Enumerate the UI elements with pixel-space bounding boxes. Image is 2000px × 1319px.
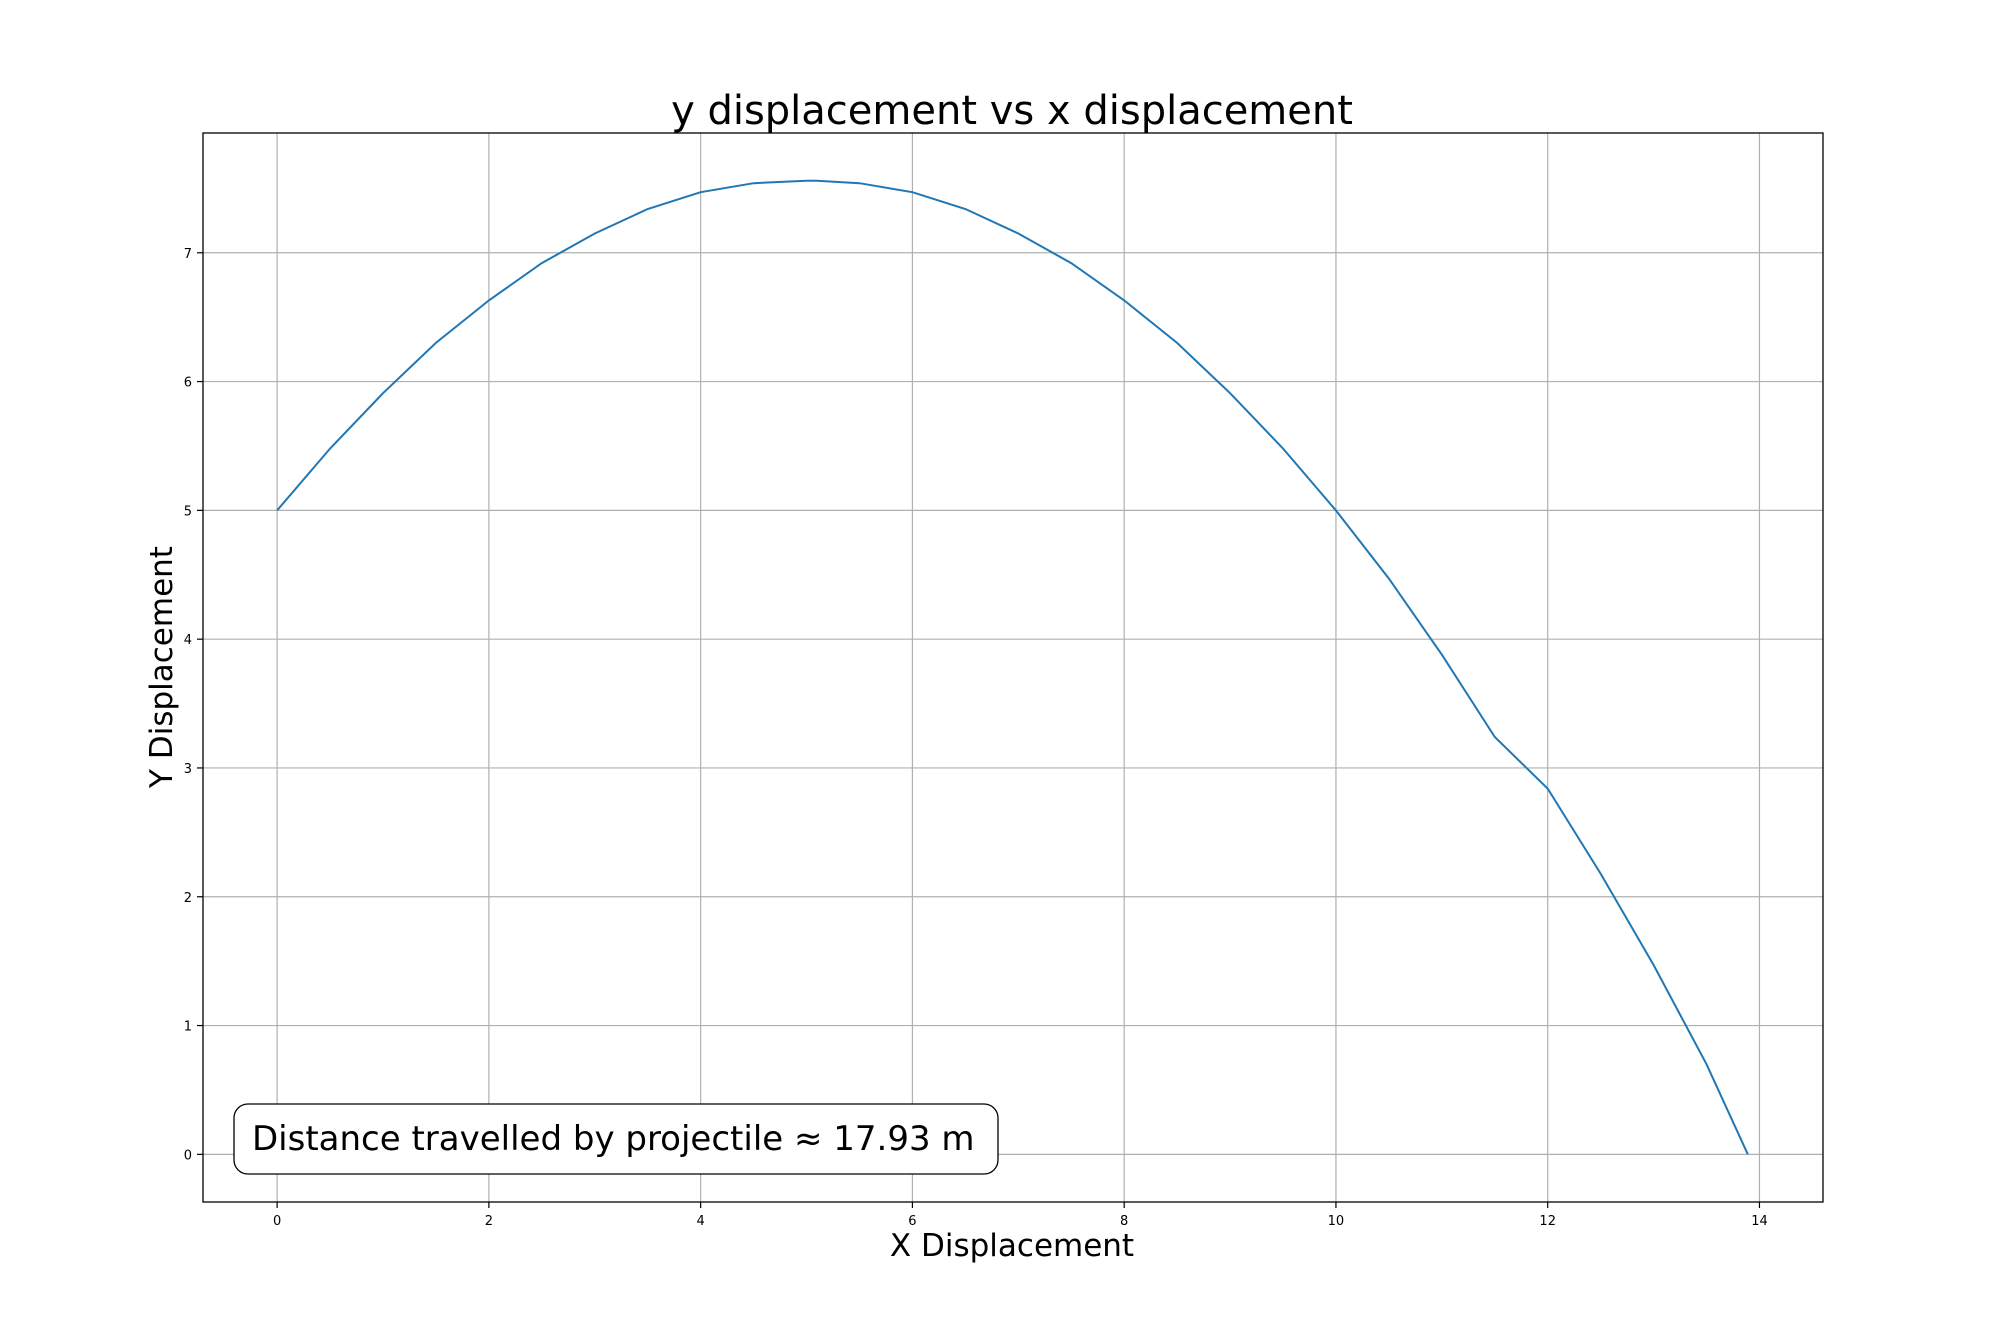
x-axis-label: X Displacement	[890, 1228, 1134, 1264]
x-tick-label: 8	[1120, 1214, 1128, 1229]
x-tick-label: 6	[908, 1214, 916, 1229]
annotation: Distance travelled by projectile ≈ 17.93…	[233, 1103, 999, 1175]
x-tick-label: 0	[273, 1214, 281, 1229]
series	[276, 179, 1749, 1155]
annotation-box	[233, 1103, 999, 1175]
x-tick-label: 14	[1751, 1214, 1768, 1229]
y-tick-label: 5	[184, 504, 192, 519]
y-tick-label: 3	[184, 762, 192, 777]
x-tick-label: 10	[1328, 1214, 1345, 1229]
x-tick-label: 12	[1539, 1214, 1556, 1229]
annotation-text: Distance travelled by projectile ≈ 17.93…	[252, 1119, 975, 1159]
y-tick-label: 6	[184, 376, 192, 391]
x-tick-label: 4	[697, 1214, 705, 1229]
series-line	[276, 179, 1749, 1155]
x-tick-label: 2	[485, 1214, 493, 1229]
plot-frame	[202, 132, 1824, 1203]
grid	[203, 133, 1823, 1202]
y-tick-label: 1	[184, 1020, 192, 1035]
y-tick-label: 2	[184, 891, 192, 906]
y-tick-label: 0	[184, 1148, 192, 1163]
y-tick-label: 7	[184, 247, 192, 262]
chart-title: y displacement vs x displacement	[671, 88, 1353, 134]
y-tick-label: 4	[184, 633, 192, 648]
y-axis-label: Y Displacement	[144, 546, 180, 789]
